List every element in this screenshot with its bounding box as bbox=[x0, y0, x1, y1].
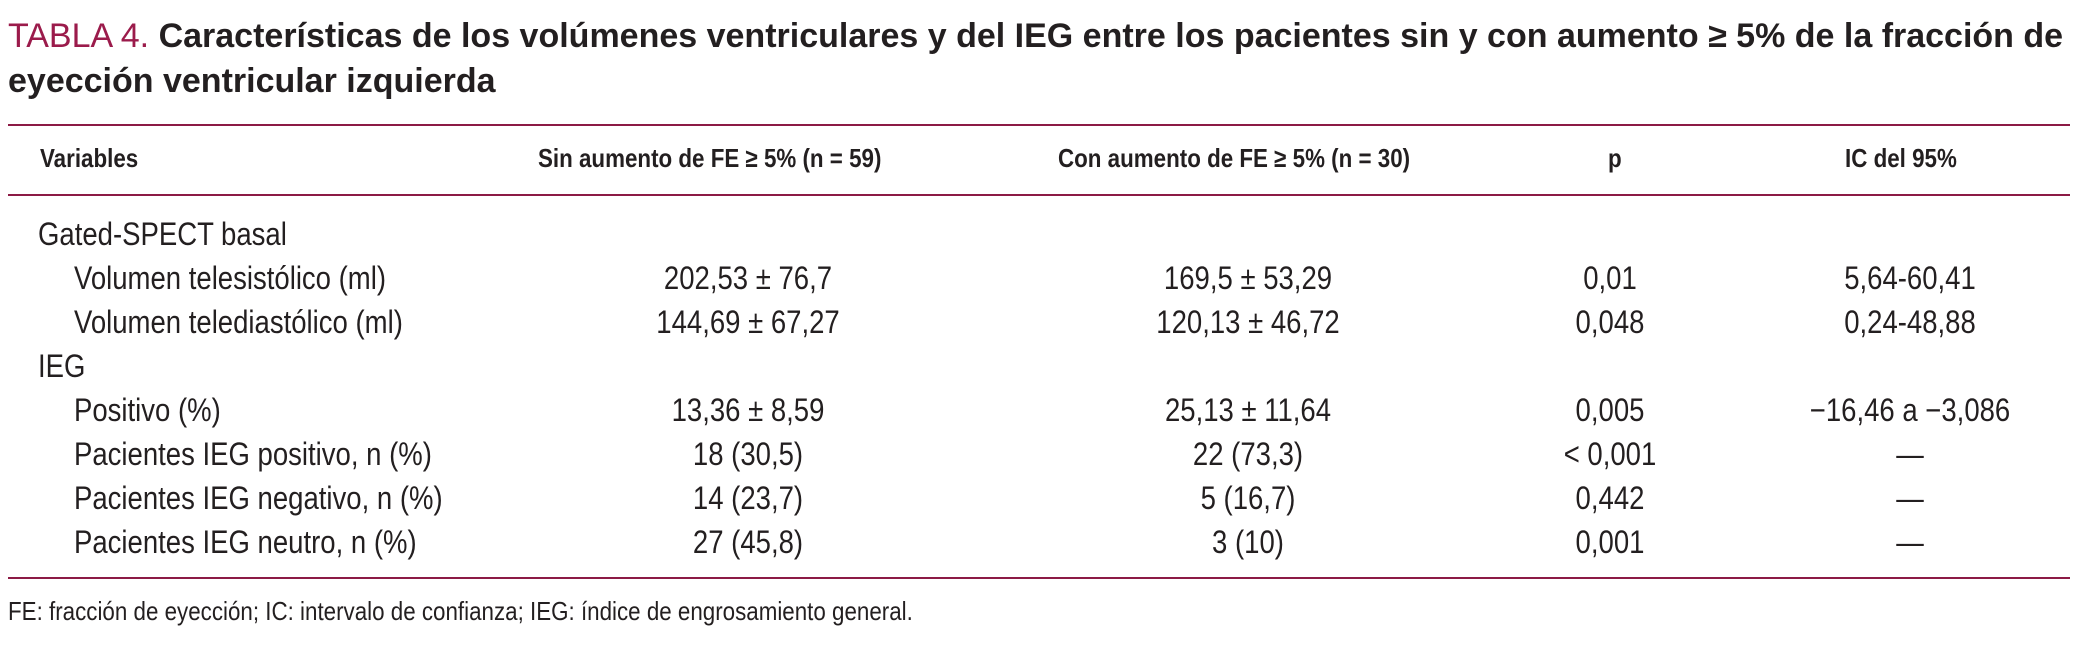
row-label: Volumen telediastólico (ml) bbox=[74, 304, 403, 340]
cell-p: 0,442 bbox=[1575, 480, 1645, 516]
header-con-aumento: Con aumento de FE ≥ 5% (n = 30) bbox=[1058, 143, 1411, 173]
cell-con-aumento: 25,13 ± 11,64 bbox=[1164, 392, 1332, 428]
row-label: Volumen telesistólico (ml) bbox=[74, 260, 387, 296]
table-footnote: FE: fracción de eyección; IC: intervalo … bbox=[8, 596, 913, 626]
cell-p: 0,001 bbox=[1575, 524, 1645, 560]
cell-ic95: — bbox=[1896, 436, 1924, 472]
cell-p: 0,005 bbox=[1575, 392, 1645, 428]
cell-sin-aumento: 18 (30,5) bbox=[692, 436, 804, 472]
header-variables: Variables bbox=[40, 143, 139, 173]
cell-sin-aumento: 27 (45,8) bbox=[692, 524, 804, 560]
top-rule bbox=[8, 124, 2070, 126]
header-p: p bbox=[1608, 143, 1622, 173]
cell-sin-aumento: 202,53 ± 76,7 bbox=[663, 260, 833, 296]
cell-con-aumento: 5 (16,7) bbox=[1200, 480, 1296, 516]
cell-p: 0,01 bbox=[1583, 260, 1637, 296]
row-label: Pacientes IEG negativo, n (%) bbox=[74, 480, 443, 516]
cell-ic95: −16,46 a −3,086 bbox=[1809, 392, 2011, 428]
cell-con-aumento: 22 (73,3) bbox=[1192, 436, 1304, 472]
table-title-label: TABLA 4. bbox=[8, 17, 150, 55]
cell-ic95: — bbox=[1896, 480, 1924, 516]
cell-p: 0,048 bbox=[1575, 304, 1645, 340]
row-label: Pacientes IEG positivo, n (%) bbox=[74, 436, 432, 472]
row-label: Positivo (%) bbox=[74, 392, 221, 428]
bottom-rule bbox=[8, 577, 2070, 579]
cell-ic95: 5,64-60,41 bbox=[1844, 260, 1976, 296]
table-title-text: Características de los volúmenes ventric… bbox=[8, 17, 2064, 100]
table-title: TABLA 4. Características de los volúmene… bbox=[8, 14, 2078, 104]
header-rule bbox=[8, 194, 2070, 196]
group-label: IEG bbox=[38, 348, 86, 384]
group-label: Gated-SPECT basal bbox=[38, 216, 287, 252]
cell-ic95: — bbox=[1896, 524, 1924, 560]
cell-p: < 0,001 bbox=[1563, 436, 1657, 472]
cell-sin-aumento: 14 (23,7) bbox=[692, 480, 804, 516]
cell-con-aumento: 169,5 ± 53,29 bbox=[1163, 260, 1333, 296]
header-sin-aumento: Sin aumento de FE ≥ 5% (n = 59) bbox=[538, 143, 882, 173]
cell-sin-aumento: 144,69 ± 67,27 bbox=[656, 304, 840, 340]
cell-sin-aumento: 13,36 ± 8,59 bbox=[671, 392, 825, 428]
header-ic95: IC del 95% bbox=[1845, 143, 1957, 173]
cell-con-aumento: 120,13 ± 46,72 bbox=[1156, 304, 1340, 340]
cell-ic95: 0,24-48,88 bbox=[1844, 304, 1976, 340]
cell-con-aumento: 3 (10) bbox=[1212, 524, 1284, 560]
row-label: Pacientes IEG neutro, n (%) bbox=[74, 524, 417, 560]
